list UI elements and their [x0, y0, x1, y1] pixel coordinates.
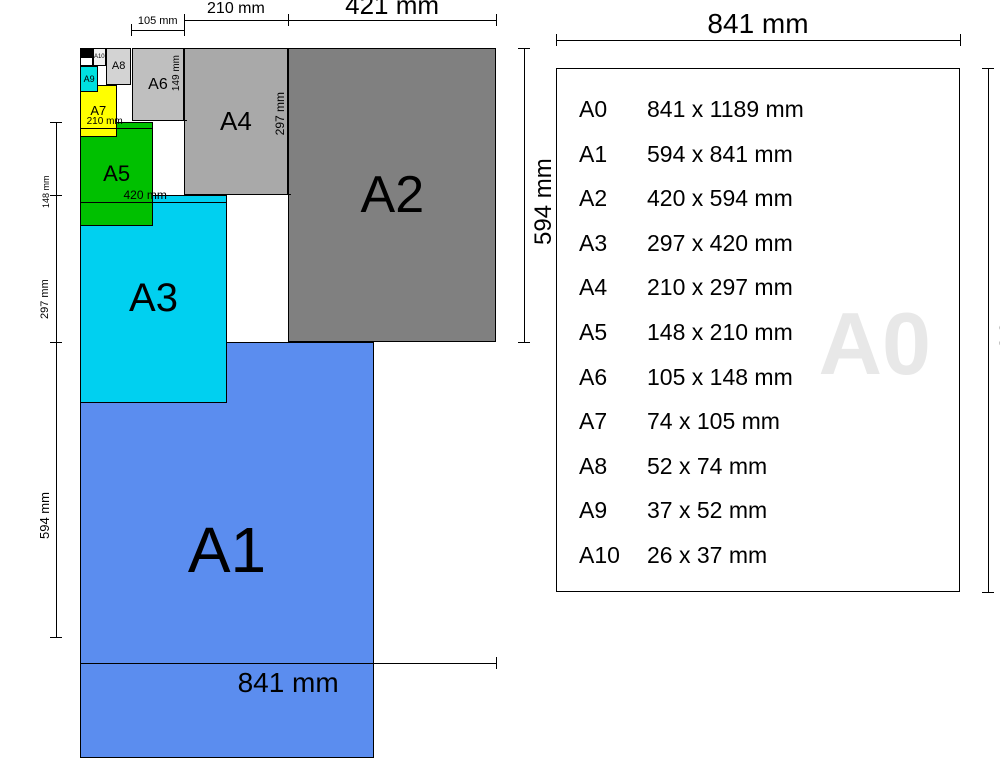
inner-dim-1-c2: [152, 124, 153, 132]
size-dims: 26 x 37 mm: [647, 533, 767, 578]
inner-dim-2-c2: [283, 194, 291, 195]
size-dims: 841 x 1189 mm: [647, 87, 804, 132]
size-name: A2: [579, 176, 647, 221]
table-dim-right-cap2: [982, 592, 994, 593]
size-name: A9: [579, 488, 647, 533]
table-row: A1026 x 37 mm: [579, 533, 937, 578]
size-dims: 37 x 52 mm: [647, 488, 767, 533]
dim-right-0-line: [524, 48, 525, 342]
inner-dim-3-line: [183, 48, 184, 121]
size-dims: 594 x 841 mm: [647, 132, 793, 177]
inner-dim-0-c1: [80, 198, 81, 206]
size-name: A10: [579, 533, 647, 578]
size-name: A6: [579, 355, 647, 400]
paper-a5: A5: [80, 122, 153, 226]
dim-left-1-line: [56, 195, 57, 342]
dim-left-1-text: 297 mm: [39, 219, 51, 319]
table-dim-top-text: 841 mm: [698, 8, 818, 40]
inner-dim-1-line: [80, 128, 153, 129]
dim-bottom-0-line: [80, 663, 496, 664]
table-dim-top-cap1: [556, 34, 557, 46]
size-name: A5: [579, 310, 647, 355]
inner-dim-1-c1: [80, 124, 81, 132]
table-row: A852 x 74 mm: [579, 444, 937, 489]
inner-dim-0-line: [80, 202, 227, 203]
inner-dim-3-text: 149 mm: [171, 55, 182, 91]
size-dims: 74 x 105 mm: [647, 399, 780, 444]
paper-a12: [80, 48, 93, 57]
dim-left-0-cap2: [50, 637, 62, 638]
table-row: A0841 x 1189 mm: [579, 87, 937, 132]
paper-label-a5: A5: [103, 161, 130, 187]
size-dims: 210 x 297 mm: [647, 265, 793, 310]
size-name: A8: [579, 444, 647, 489]
dim-right-0-cap1: [518, 48, 530, 49]
paper-a9: A9: [80, 66, 98, 92]
paper-label-a8: A8: [112, 60, 125, 72]
paper-label-a1: A1: [188, 513, 266, 587]
table-dim-right-text: 1189 mm: [994, 280, 1000, 380]
dim-top-2-text: 105 mm: [98, 15, 218, 27]
dim-top-0-text: 421 mm: [332, 0, 452, 21]
inner-dim-2-line: [287, 48, 288, 195]
size-name: A3: [579, 221, 647, 266]
table-dim-right-line: [988, 68, 989, 592]
paper-label-a9: A9: [84, 74, 95, 84]
paper-a2: A2: [288, 48, 496, 342]
dim-bottom-0-cap1: [80, 657, 81, 669]
table-row: A2420 x 594 mm: [579, 176, 937, 221]
inner-dim-3-c1: [179, 48, 187, 49]
size-name: A4: [579, 265, 647, 310]
dim-top-0-cap2: [496, 14, 497, 26]
paper-label-a10: A10: [94, 54, 105, 60]
size-name: A1: [579, 132, 647, 177]
size-table: A0A0841 x 1189 mmA1594 x 841 mmA2420 x 5…: [556, 68, 960, 592]
inner-dim-2-c1: [283, 48, 291, 49]
paper-a11: [80, 57, 93, 66]
table-row: A774 x 105 mm: [579, 399, 937, 444]
size-dims: 420 x 594 mm: [647, 176, 793, 221]
dim-top-2-line: [131, 30, 183, 31]
dim-left-2-line: [56, 122, 57, 195]
paper-label-a4: A4: [220, 106, 252, 137]
table-dim-top-cap2: [960, 34, 961, 46]
table-dim-top-line: [556, 40, 960, 41]
inner-dim-1-text: 210 mm: [87, 116, 123, 127]
table-row: A4210 x 297 mm: [579, 265, 937, 310]
dim-left-2-cap1: [50, 122, 62, 123]
table-row: A1594 x 841 mm: [579, 132, 937, 177]
dim-left-1-cap2: [50, 342, 62, 343]
table-row: A3297 x 420 mm: [579, 221, 937, 266]
paper-label-a3: A3: [129, 276, 178, 321]
inner-dim-2-text: 297 mm: [273, 92, 287, 135]
dim-bottom-0-text: 841 mm: [208, 667, 368, 699]
paper-a8: A8: [106, 48, 132, 85]
size-dims: 297 x 420 mm: [647, 221, 793, 266]
dim-right-0-text: 594 mm: [530, 145, 558, 245]
table-row: A6105 x 148 mm: [579, 355, 937, 400]
size-name: A0: [579, 87, 647, 132]
table-row: A5148 x 210 mm: [579, 310, 937, 355]
size-dims: 148 x 210 mm: [647, 310, 793, 355]
dim-left-0-line: [56, 342, 57, 637]
inner-dim-3-c2: [179, 120, 187, 121]
inner-dim-0-c2: [226, 198, 227, 206]
table-dim-right-cap1: [982, 68, 994, 69]
dim-right-0-cap2: [518, 342, 530, 343]
inner-dim-0-text: 420 mm: [124, 188, 167, 202]
paper-label-a6: A6: [148, 76, 168, 94]
size-dims: 52 x 74 mm: [647, 444, 767, 489]
dim-left-2-text: 148 mm: [41, 108, 51, 208]
size-name: A7: [579, 399, 647, 444]
dim-bottom-0-cap2: [496, 657, 497, 669]
dim-left-0-text: 594 mm: [37, 439, 52, 539]
paper-a3: A3: [80, 195, 227, 403]
dim-left-2-cap2: [50, 195, 62, 196]
paper-a10: A10: [93, 48, 106, 66]
table-row: A937 x 52 mm: [579, 488, 937, 533]
size-dims: 105 x 148 mm: [647, 355, 793, 400]
paper-label-a2: A2: [361, 165, 425, 225]
